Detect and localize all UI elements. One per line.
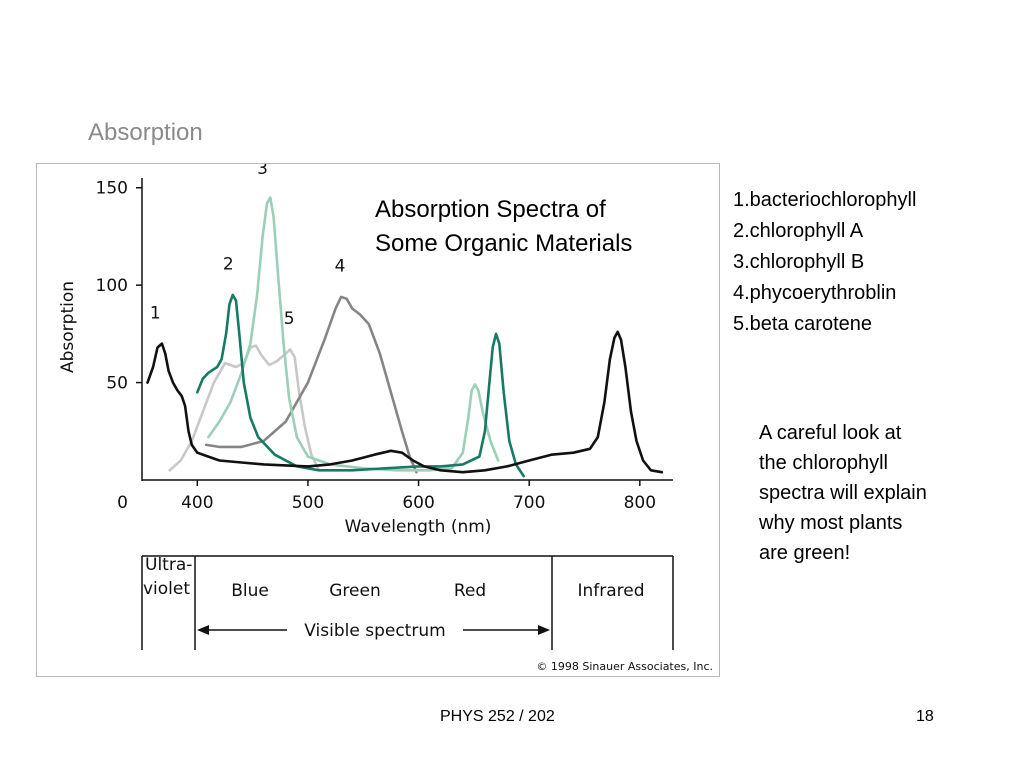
axis-tick-labels: 400 500 600 700 800 0 50 100 150 [96, 179, 656, 513]
note-line-3: spectra will explain [759, 482, 927, 504]
band-blue: Blue [231, 581, 269, 601]
y-tick-label: 50 [106, 374, 128, 394]
y-tick-label: 100 [96, 276, 128, 296]
series-4-line [204, 295, 418, 474]
series-3-label: 3 [257, 164, 268, 179]
x-tick-label: 400 [181, 493, 213, 513]
chart-title: Absorption Spectra of Some Organic Mater… [375, 193, 705, 261]
footer-course: PHYS 252 / 202 [440, 708, 555, 725]
series-number-labels: 1 2 3 4 5 [150, 164, 346, 329]
x-tick-label: 600 [402, 493, 434, 513]
copyright-notice: © 1998 Sinauer Associates, Inc. [536, 660, 713, 673]
x-tick-label: 500 [292, 493, 324, 513]
slide-title: Absorption [88, 119, 203, 146]
visible-arrow-left-head [197, 625, 209, 635]
series-3-line [207, 196, 500, 472]
explanation-note: A careful look at the chlorophyll spectr… [759, 418, 989, 568]
y-tick-label: 0 [117, 493, 128, 513]
x-axis-label: Wavelength (nm) [345, 517, 492, 537]
series-1-label: 1 [150, 303, 161, 323]
visible-arrow-right-head [538, 625, 550, 635]
x-tick-label: 700 [513, 493, 545, 513]
absorption-figure: 400 500 600 700 800 0 50 100 150 Wavelength (nm)… [36, 163, 720, 677]
series-2-line [196, 293, 525, 478]
band-green: Green [329, 581, 380, 601]
legend-item-chlorophyll-b: 3.chlorophyll B [733, 251, 865, 273]
series-4-label: 4 [335, 257, 346, 277]
x-tick-label: 800 [624, 493, 656, 513]
series-5-label: 5 [284, 309, 295, 329]
note-line-2: the chlorophyll [759, 452, 888, 474]
band-red: Red [454, 581, 486, 601]
pigment-legend: 1.bacteriochlorophyll 2.chlorophyll A 3.… [733, 185, 916, 340]
legend-item-phycoerythroblin: 4.phycoerythroblin [733, 282, 897, 304]
chart-title-line-2: Some Organic Materials [375, 230, 633, 257]
note-line-4: why most plants [759, 512, 903, 534]
absorption-chart: 400 500 600 700 800 0 50 100 150 Wavelength (nm)… [58, 164, 713, 673]
band-ultraviolet-line2: violet [143, 579, 190, 599]
legend-item-chlorophyll-a: 2.chlorophyll A [733, 220, 864, 242]
spectrum-diagram [141, 555, 674, 650]
chart-title-line-1: Absorption Spectra of [375, 196, 606, 223]
y-axis-label: Absorption [58, 281, 78, 373]
y-tick-label: 150 [96, 179, 128, 199]
axis-ticks [136, 186, 641, 486]
series-2-label: 2 [223, 255, 234, 275]
note-line-5: are green! [759, 542, 851, 564]
visible-spectrum-label: Visible spectrum [304, 621, 445, 641]
series-1-line [146, 330, 664, 474]
series-5-line [168, 344, 321, 472]
page-number: 18 [916, 708, 934, 725]
band-ultraviolet-line1: Ultra- [145, 555, 192, 575]
note-line-1: A careful look at [759, 422, 902, 444]
series-layer [146, 196, 664, 478]
legend-item-bacteriochlorophyll: 1.bacteriochlorophyll [733, 189, 917, 211]
band-infrared: Infrared [577, 581, 644, 601]
legend-item-beta-carotene: 5.beta carotene [733, 313, 872, 335]
